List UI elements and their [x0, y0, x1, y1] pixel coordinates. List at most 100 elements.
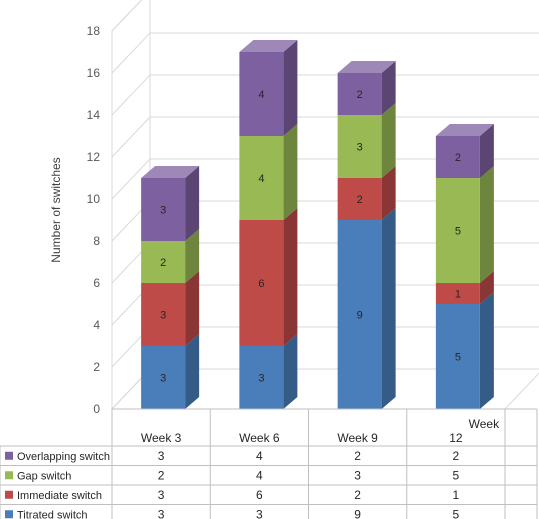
bar-data-labels: 3 3 2 3 3 6 4 4 9 2 3 2 5 1 5 2	[160, 89, 461, 385]
bar-data-label: 6	[258, 278, 264, 290]
bar-data-label: 3	[357, 142, 363, 154]
gridline	[111, 116, 539, 158]
bar-side	[479, 292, 494, 409]
bar-side	[479, 271, 494, 304]
bar-side	[479, 166, 494, 283]
bar-side	[283, 208, 298, 346]
category-label: Week	[469, 417, 500, 431]
bar-segment	[337, 115, 382, 178]
bar-top	[337, 61, 396, 73]
table-cell: 3	[256, 507, 263, 519]
bar-segment	[141, 283, 186, 346]
y-tick-label: 2	[93, 360, 100, 374]
bar-data-label: 5	[455, 226, 461, 238]
bar-top	[239, 40, 298, 52]
legend-label: Overlapping switch	[17, 451, 110, 463]
legend-key	[5, 510, 13, 519]
category-label: Week 3	[141, 431, 182, 445]
bar-segment	[435, 304, 480, 409]
bar-data-label: 2	[357, 194, 363, 206]
bar-data-label: 4	[258, 173, 264, 185]
table-cell: 4	[256, 449, 263, 463]
y-axis-label: Number of switches	[49, 157, 63, 262]
table-cell: 2	[453, 449, 460, 463]
bar-data-label: 3	[258, 373, 264, 385]
bars	[141, 40, 494, 409]
table-cell: 3	[158, 488, 165, 502]
y-axis-tick-labels: 0 2 4 6 8 10 12 14 16 18	[87, 24, 101, 416]
gridlines	[111, 0, 539, 410]
bar-side	[185, 229, 200, 283]
y-tick-label: 0	[93, 402, 100, 416]
bar-top	[141, 166, 200, 178]
bar-segment	[337, 178, 382, 220]
bar-data-label: 1	[455, 289, 461, 301]
category-label: Week 6	[239, 431, 280, 445]
bar-side	[283, 334, 298, 409]
bar-side	[283, 40, 298, 136]
bar-side	[381, 61, 396, 115]
legend-label: Gap switch	[17, 470, 71, 482]
bar-segment	[239, 346, 284, 409]
bar-side	[185, 334, 200, 409]
bar-segment	[435, 136, 480, 178]
legend-key	[5, 451, 13, 460]
legend-label: Titrated switch	[17, 509, 88, 519]
bar-data-label: 3	[160, 205, 166, 217]
y-tick-label: 14	[87, 108, 101, 122]
bar-side	[381, 166, 396, 220]
bar-segment	[141, 241, 186, 283]
table-cell: 3	[354, 468, 361, 482]
bar-segment	[141, 346, 186, 409]
table-cell: 2	[354, 449, 361, 463]
table-cell: 5	[453, 468, 460, 482]
table-cell: 2	[158, 468, 165, 482]
table-cell: 9	[354, 507, 361, 519]
category-label: Week 9	[337, 431, 378, 445]
y-tick-label: 16	[87, 66, 101, 80]
bar-segment	[239, 136, 284, 220]
table-cell: 1	[453, 488, 460, 502]
legend-key	[5, 471, 13, 480]
bar-data-label: 2	[455, 152, 461, 164]
table-cell: 2	[354, 488, 361, 502]
gridline	[111, 74, 539, 116]
bar-side	[381, 103, 396, 178]
y-tick-label: 10	[87, 192, 101, 206]
bar-side	[283, 124, 298, 220]
bar-top	[435, 124, 494, 136]
bar-data-label: 3	[160, 373, 166, 385]
y-tick-label: 12	[87, 150, 101, 164]
table-cell: 4	[256, 468, 263, 482]
table-cell: 3	[158, 449, 165, 463]
gridline	[111, 0, 143, 32]
bar-segment	[337, 73, 382, 115]
y-tick-label: 8	[93, 234, 100, 248]
table-cell: 5	[453, 507, 460, 519]
category-label: 12	[449, 431, 463, 445]
table-cell: 6	[256, 488, 263, 502]
bar-side	[185, 271, 200, 346]
y-tick-label: 18	[87, 24, 101, 38]
bar-data-label: 5	[455, 352, 461, 364]
legend-key	[5, 490, 13, 499]
bar-data-label: 3	[160, 310, 166, 322]
bar-segment	[239, 52, 284, 136]
bar-segment	[435, 178, 480, 283]
bar-side	[185, 166, 200, 241]
bar-segment	[337, 220, 382, 409]
y-tick-label: 6	[93, 276, 100, 290]
legend-label: Immediate switch	[17, 490, 102, 502]
gridline	[111, 32, 539, 74]
table-cell: 3	[158, 507, 165, 519]
bar-segment	[239, 220, 284, 346]
gridline	[111, 158, 539, 200]
bar-side	[381, 208, 396, 409]
bar-data-label: 4	[258, 89, 264, 101]
y-tick-label: 4	[93, 318, 100, 332]
bar-data-label: 2	[357, 89, 363, 101]
bar-segment	[141, 178, 186, 241]
bar-segment	[435, 283, 480, 304]
